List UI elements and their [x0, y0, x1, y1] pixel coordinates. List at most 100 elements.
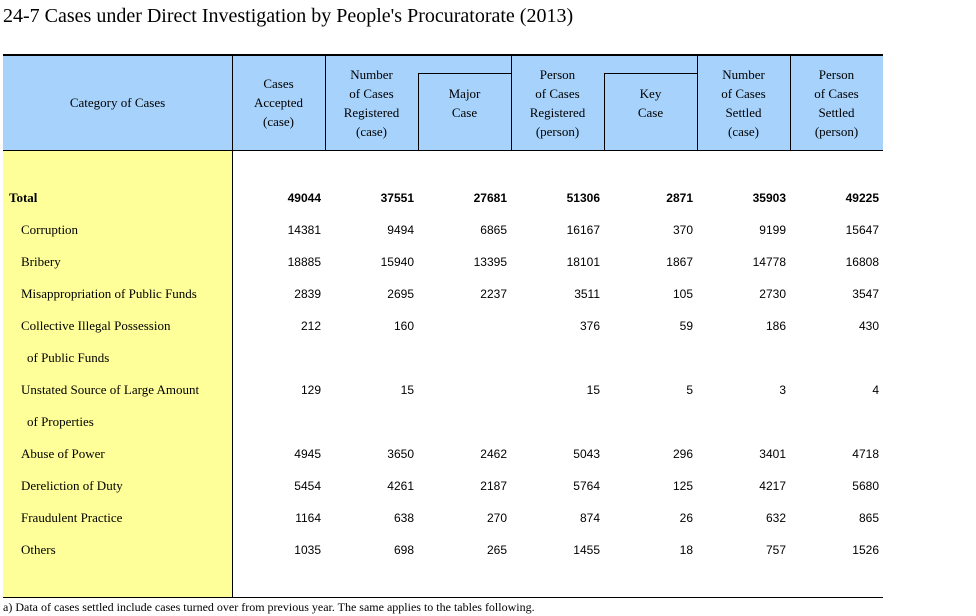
header-line: Major	[448, 85, 481, 101]
cell-value: 15	[400, 383, 414, 397]
cell-value: 430	[858, 319, 879, 333]
header-line: Person	[818, 66, 855, 82]
cell-value: 5764	[573, 479, 600, 493]
header-line: Case	[451, 104, 478, 120]
cell-value: 59	[679, 319, 693, 333]
rule	[511, 55, 512, 150]
row-label: Fraudulent Practice	[21, 510, 123, 525]
cell-value: 2871	[666, 191, 693, 205]
header-line: Cases	[263, 76, 294, 91]
cell-value: 4	[872, 383, 879, 397]
cell-value: 26	[679, 511, 693, 525]
header-line: Case	[637, 104, 664, 120]
row-label: Unstated Source of Large Amount	[21, 382, 200, 397]
header-band	[3, 55, 883, 150]
category-column	[3, 150, 232, 597]
header-line: Person	[539, 66, 576, 82]
header-line: Registered	[529, 104, 586, 120]
rule	[790, 55, 791, 150]
cell-value: 18885	[287, 255, 321, 269]
cell-value: 4718	[852, 447, 879, 461]
cell-value: 160	[393, 319, 414, 333]
column-header: Person of Cases Settled (person)	[790, 55, 883, 150]
cell-value: 27681	[473, 191, 507, 205]
header-line: Number	[722, 66, 765, 82]
cell-value: 4261	[387, 479, 414, 493]
cell-value: 632	[765, 511, 786, 525]
cell-value: 1526	[852, 543, 879, 557]
header-line: of Cases	[814, 85, 859, 101]
row-label: Dereliction of Duty	[21, 478, 123, 493]
cell-value: 14381	[287, 223, 321, 237]
cell-value: 3	[779, 383, 786, 397]
column-header: Number of Cases Registered (case)	[325, 55, 418, 150]
cell-value: 15647	[845, 223, 879, 237]
row-label: Misappropriation of Public Funds	[21, 286, 197, 301]
cell-value: 270	[486, 511, 507, 525]
cell-value: 874	[579, 511, 600, 525]
cell-value: 3401	[759, 447, 786, 461]
row-label: of Properties	[27, 414, 94, 429]
cell-value: 6865	[480, 223, 507, 237]
cell-value: 18	[679, 543, 693, 557]
cell-value: 265	[486, 543, 507, 557]
cell-value: 129	[300, 383, 321, 397]
header-line: Registered	[343, 104, 400, 120]
header-line: Number	[350, 66, 393, 82]
row-label: Bribery	[21, 254, 61, 269]
cell-value: 1455	[573, 543, 600, 557]
cell-value: 186	[765, 319, 786, 333]
header-line: of Cases	[535, 85, 580, 101]
cell-value: 2187	[480, 479, 507, 493]
cell-value: 1867	[666, 255, 693, 269]
cell-value: 18101	[566, 255, 600, 269]
cell-value: 15940	[380, 255, 414, 269]
cell-value: 14778	[752, 255, 786, 269]
header-line: Settled	[725, 104, 762, 120]
cell-value: 49044	[287, 191, 321, 205]
header-line: Accepted	[253, 95, 304, 110]
cell-value: 35903	[752, 191, 786, 205]
cell-value: 2237	[480, 287, 507, 301]
cell-value: 51306	[566, 191, 600, 205]
column-header: Number of Cases Settled (case)	[697, 55, 790, 150]
column-header: Person of Cases Registered (person)	[511, 55, 604, 150]
cell-value: 16167	[566, 223, 600, 237]
note: a) Data of cases settled include cases t…	[3, 600, 535, 614]
header-line: (case)	[355, 123, 388, 139]
rule	[604, 73, 605, 150]
cell-value: 698	[393, 543, 414, 557]
header-line: (person)	[535, 123, 580, 139]
rule	[418, 73, 419, 150]
rule	[3, 597, 883, 598]
cell-value: 638	[393, 511, 414, 525]
cell-value: 212	[300, 319, 321, 333]
column-header: Major Case	[418, 55, 511, 150]
cell-value: 4945	[294, 447, 321, 461]
header-line: (case)	[262, 114, 295, 129]
cell-value: 125	[672, 479, 693, 493]
header-line: Category of Cases	[69, 95, 166, 110]
cell-value: 5454	[294, 479, 321, 493]
rule	[325, 55, 326, 150]
header-line: of Cases	[349, 85, 394, 101]
row-label: Total	[9, 190, 38, 205]
cell-value: 1035	[294, 543, 321, 557]
row-label: Abuse of Power	[21, 446, 105, 461]
cell-value: 13395	[473, 255, 507, 269]
cell-value: 865	[858, 511, 879, 525]
cell-value: 2839	[294, 287, 321, 301]
cell-value: 16808	[845, 255, 879, 269]
cell-value: 3547	[852, 287, 879, 301]
cell-value: 37551	[380, 191, 414, 205]
cell-value: 5043	[573, 447, 600, 461]
column-header: Key Case	[604, 55, 697, 150]
rule	[3, 54, 883, 56]
cell-value: 2462	[480, 447, 507, 461]
row-label: Collective Illegal Possession	[21, 318, 171, 333]
cell-value: 4217	[759, 479, 786, 493]
column-header: Cases Accepted (case)	[232, 55, 325, 150]
cell-value: 9494	[387, 223, 414, 237]
cell-value: 296	[672, 447, 693, 461]
